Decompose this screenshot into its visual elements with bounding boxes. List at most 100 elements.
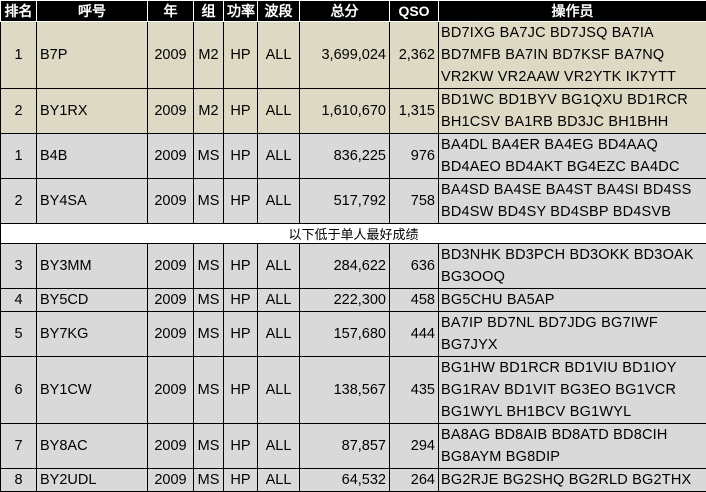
category-cell: M2 (194, 22, 224, 89)
score-cell: 836,225 (300, 134, 390, 179)
year-cell: 2009 (148, 469, 194, 492)
power-cell: HP (224, 179, 258, 224)
category-cell: M2 (194, 89, 224, 134)
header-row: 排名 呼号 年 组 功率 波段 总分 QSO 操作员 (1, 1, 706, 22)
category-cell: MS (194, 244, 224, 289)
power-cell: HP (224, 244, 258, 289)
category-cell: MS (194, 357, 224, 424)
score-cell: 284,622 (300, 244, 390, 289)
power-cell: HP (224, 357, 258, 424)
operators-cell: BG1HW BD1RCR BD1VIU BD1IOY BG1RAV BD1VIT… (439, 357, 706, 424)
score-cell: 157,680 (300, 312, 390, 357)
operators-cell: BD1WC BD1BYV BG1QXU BD1RCR BH1CSV BA1RB … (439, 89, 706, 134)
band-cell: ALL (258, 22, 300, 89)
category-cell: MS (194, 289, 224, 312)
header-band: 波段 (258, 1, 300, 22)
callsign-cell: BY5CD (37, 289, 148, 312)
qso-cell: 976 (390, 134, 439, 179)
year-cell: 2009 (148, 312, 194, 357)
power-cell: HP (224, 289, 258, 312)
year-cell: 2009 (148, 357, 194, 424)
callsign-cell: BY8AC (37, 424, 148, 469)
score-cell: 138,567 (300, 357, 390, 424)
band-cell: ALL (258, 244, 300, 289)
year-cell: 2009 (148, 424, 194, 469)
header-operators: 操作员 (439, 1, 706, 22)
score-cell: 222,300 (300, 289, 390, 312)
category-cell: MS (194, 424, 224, 469)
power-cell: HP (224, 89, 258, 134)
header-year: 年 (148, 1, 194, 22)
band-cell: ALL (258, 89, 300, 134)
qso-cell: 1,315 (390, 89, 439, 134)
operators-cell: BA7IP BD7NL BD7JDG BG7IWF BG7JYX (439, 312, 706, 357)
qso-cell: 758 (390, 179, 439, 224)
score-cell: 517,792 (300, 179, 390, 224)
header-callsign: 呼号 (37, 1, 148, 22)
category-cell: MS (194, 179, 224, 224)
operators-cell: BD3NHK BD3PCH BD3OKK BD3OAK BG3OOQ (439, 244, 706, 289)
year-cell: 2009 (148, 134, 194, 179)
operators-cell: BA4SD BA4SE BA4ST BA4SI BD4SS BD4SW BD4S… (439, 179, 706, 224)
callsign-cell: BY7KG (37, 312, 148, 357)
year-cell: 2009 (148, 89, 194, 134)
callsign-cell: BY2UDL (37, 469, 148, 492)
power-cell: HP (224, 312, 258, 357)
rank-cell: 8 (1, 469, 37, 492)
qso-cell: 636 (390, 244, 439, 289)
band-cell: ALL (258, 469, 300, 492)
category-cell: MS (194, 134, 224, 179)
qso-cell: 458 (390, 289, 439, 312)
power-cell: HP (224, 22, 258, 89)
callsign-cell: BY3MM (37, 244, 148, 289)
operators-cell: BG2RJE BG2SHQ BG2RLD BG2THX (439, 469, 706, 492)
year-cell: 2009 (148, 289, 194, 312)
rank-cell: 3 (1, 244, 37, 289)
category-cell: MS (194, 312, 224, 357)
operators-cell: BD7IXG BA7JC BD7JSQ BA7IA BD7MFB BA7IN B… (439, 22, 706, 89)
qso-cell: 2,362 (390, 22, 439, 89)
year-cell: 2009 (148, 22, 194, 89)
rank-cell: 4 (1, 289, 37, 312)
year-cell: 2009 (148, 179, 194, 224)
rank-cell: 1 (1, 22, 37, 89)
band-cell: ALL (258, 357, 300, 424)
band-cell: ALL (258, 134, 300, 179)
power-cell: HP (224, 134, 258, 179)
band-cell: ALL (258, 424, 300, 469)
separator-row: 以下低于单人最好成绩 (1, 224, 706, 244)
callsign-cell: BY1RX (37, 89, 148, 134)
score-cell: 64,532 (300, 469, 390, 492)
operators-cell: BG5CHU BA5AP (439, 289, 706, 312)
power-cell: HP (224, 424, 258, 469)
rank-cell: 2 (1, 89, 37, 134)
band-cell: ALL (258, 312, 300, 357)
operators-cell: BA8AG BD8AIB BD8ATD BD8CIH BG8AYM BG8DIP (439, 424, 706, 469)
operators-cell: BA4DL BA4ER BA4EG BD4AAQ BD4AEO BD4AKT B… (439, 134, 706, 179)
score-cell: 3,699,024 (300, 22, 390, 89)
header-power: 功率 (224, 1, 258, 22)
category-cell: MS (194, 469, 224, 492)
header-score: 总分 (300, 1, 390, 22)
year-cell: 2009 (148, 244, 194, 289)
rank-cell: 2 (1, 179, 37, 224)
callsign-cell: B4B (37, 134, 148, 179)
callsign-cell: BY4SA (37, 179, 148, 224)
rank-cell: 1 (1, 134, 37, 179)
below-single-best-note: 以下低于单人最好成绩 (1, 224, 706, 244)
score-cell: 87,857 (300, 424, 390, 469)
qso-cell: 444 (390, 312, 439, 357)
header-rank: 排名 (1, 1, 37, 22)
header-category: 组 (194, 1, 224, 22)
